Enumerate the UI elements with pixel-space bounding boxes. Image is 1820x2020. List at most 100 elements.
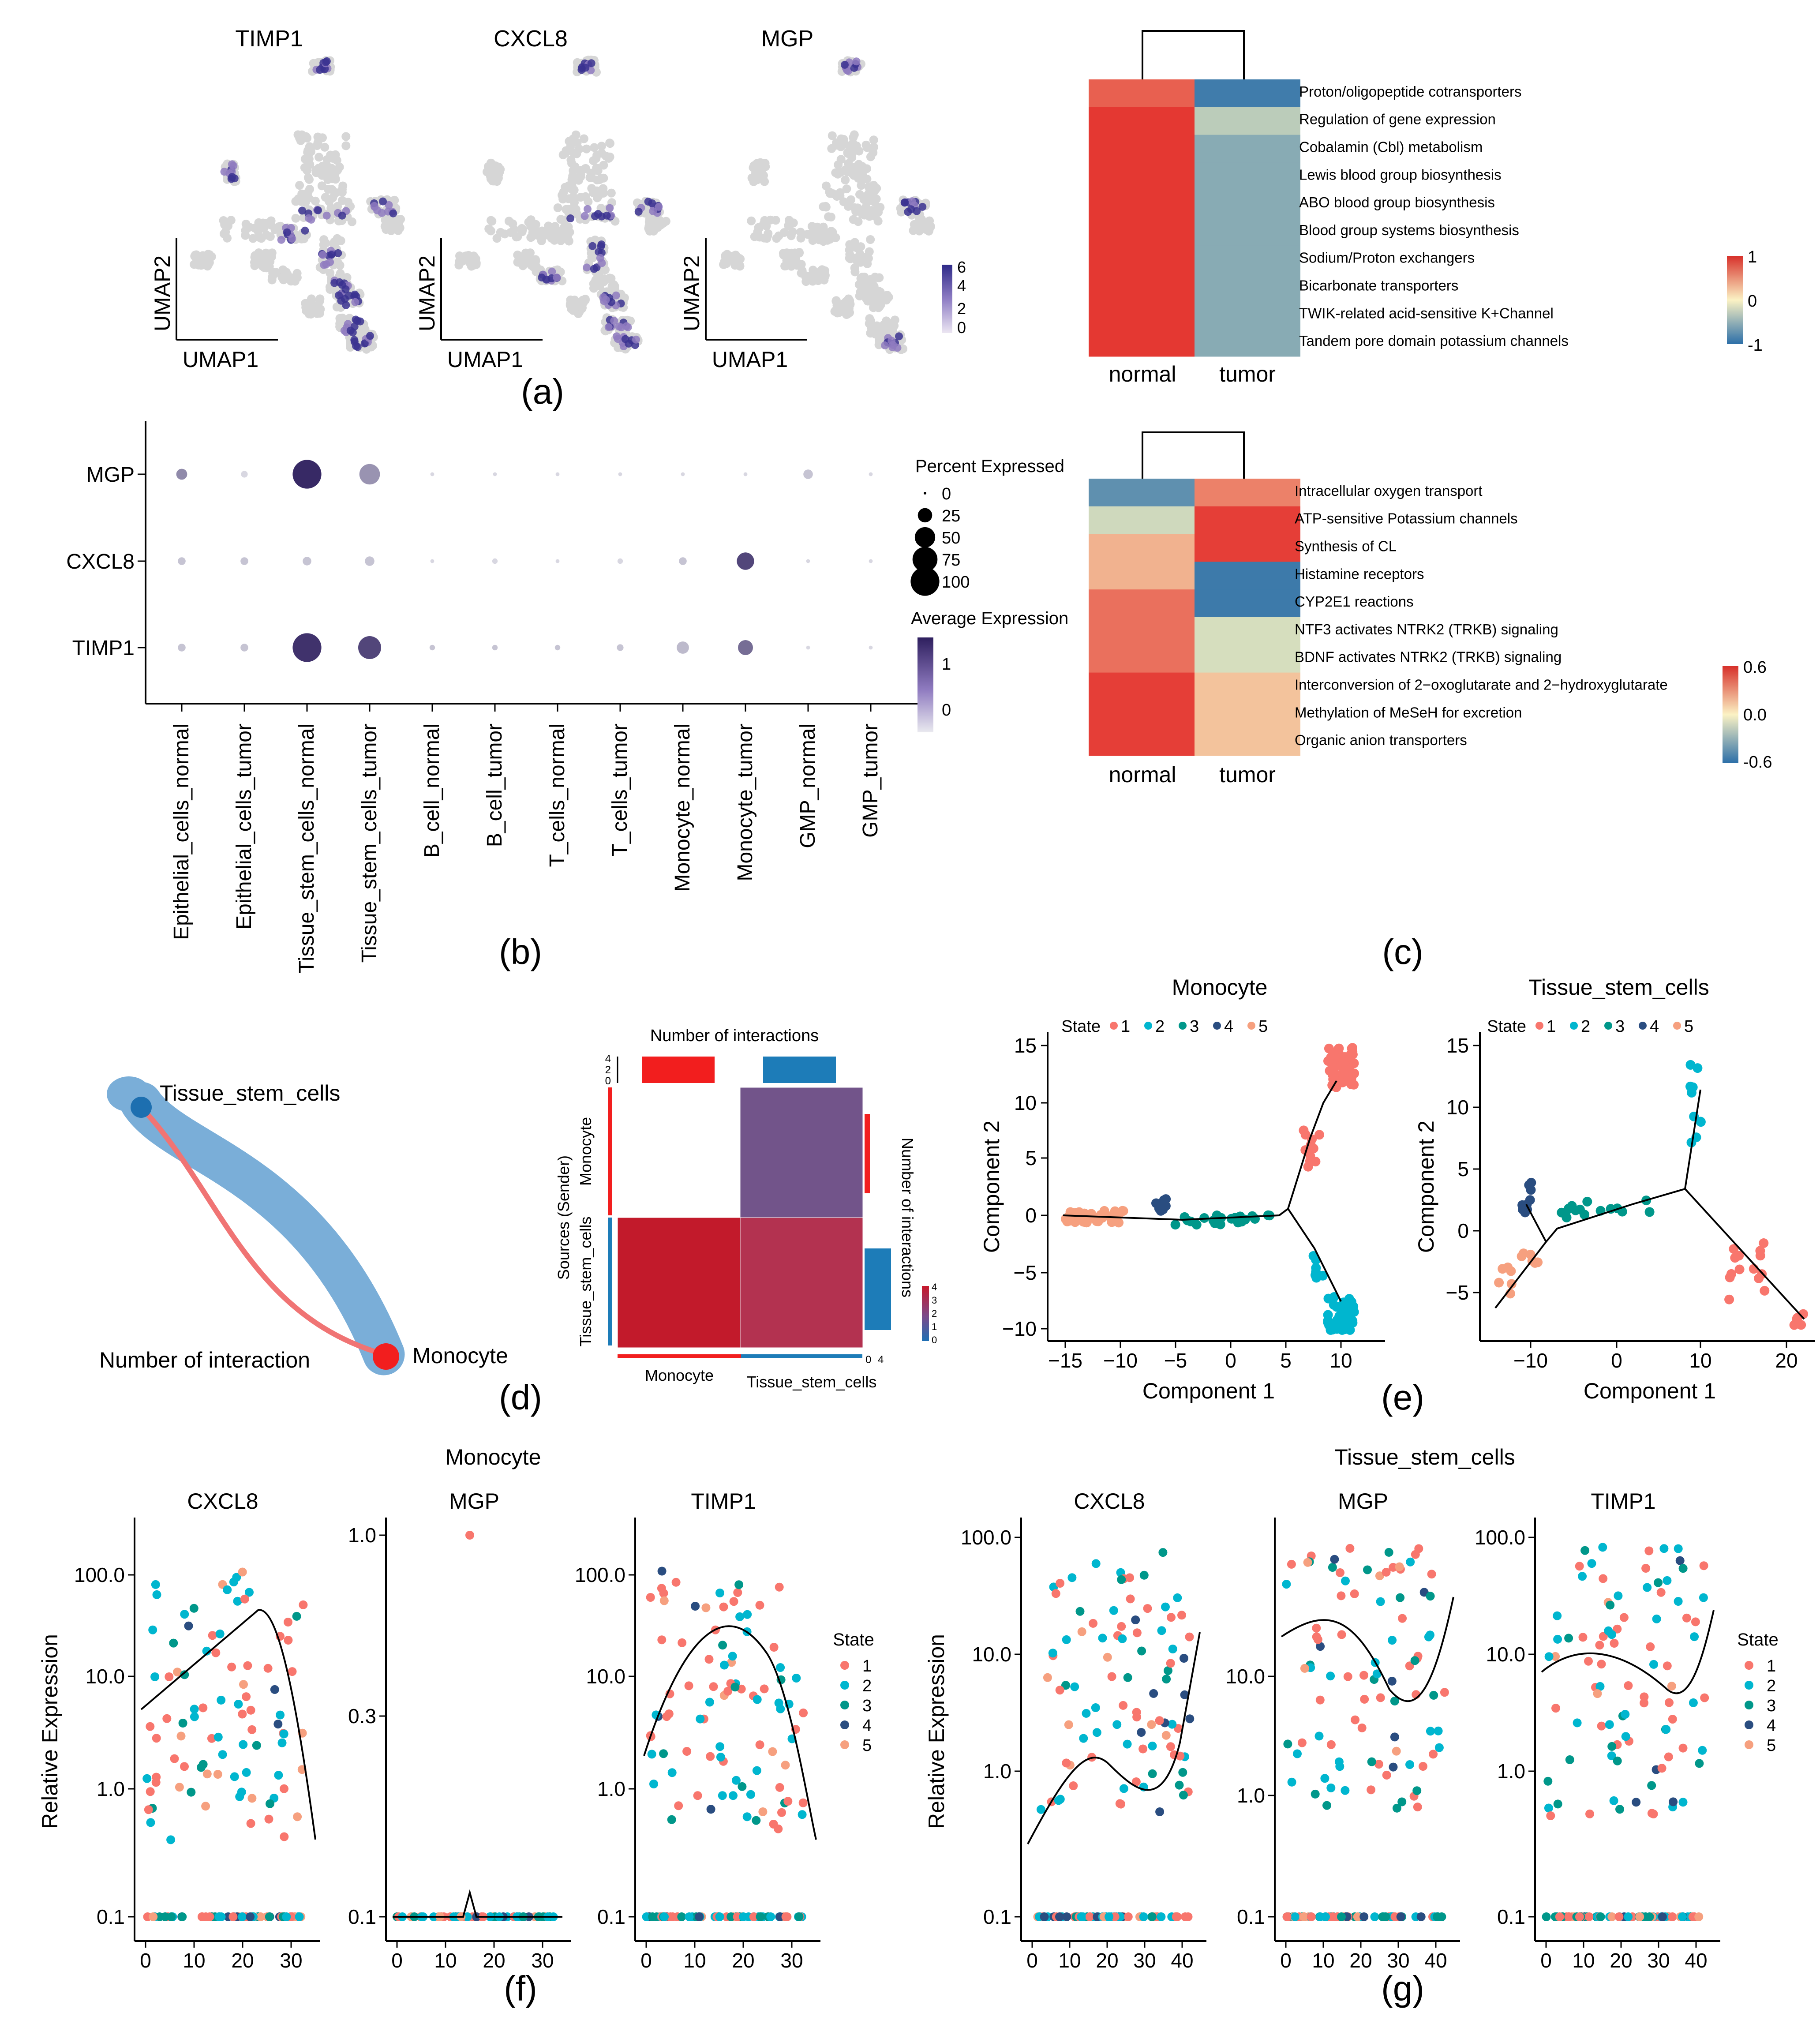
pseudotime-point — [776, 1704, 785, 1713]
tick-label: 0 — [1026, 1949, 1038, 1972]
tick-label: 1.0 — [97, 1777, 125, 1800]
pseudotime-point — [1350, 1589, 1359, 1598]
heatmap-row-label: Sodium/Proton exchangers — [1299, 250, 1475, 266]
pseudotime-point — [256, 1912, 265, 1921]
pseudotime-point — [1389, 1563, 1398, 1572]
umap-cell-expressing — [352, 342, 360, 350]
umap-cell — [560, 215, 569, 225]
umap-cell-expressing — [314, 206, 322, 214]
interaction-heatmap: Number of interactions 4 2 0 Monocyte Ti… — [554, 1027, 937, 1391]
umap-cell — [337, 187, 347, 197]
pseudotime-point — [1641, 1564, 1651, 1573]
tick-label: 0 — [1540, 1949, 1552, 1972]
pseudotime-point — [1691, 1617, 1700, 1626]
pseudotime-point — [798, 1798, 808, 1807]
pseudotime-gene-title: TIMP1 — [691, 1489, 756, 1514]
umap-cell — [517, 227, 527, 236]
pseudotime-point — [1659, 1544, 1669, 1553]
pseudotime-point — [1669, 1797, 1678, 1806]
pseudotime-point — [729, 1597, 738, 1606]
panel-label-g: (g) — [1381, 1969, 1424, 2008]
umap-cell — [257, 234, 266, 243]
interaction-col-label: Monocyte — [645, 1366, 714, 1384]
umap-cell — [496, 228, 505, 237]
pseudotime-point — [242, 1768, 251, 1777]
heatmap-top: normal tumor Proton/oligopeptide cotrans… — [1089, 30, 1763, 386]
trajectory-point — [1170, 1220, 1180, 1230]
umap-cell — [464, 251, 473, 260]
trajectory-point — [1337, 1323, 1348, 1333]
dotplot-dot — [806, 645, 810, 650]
pseudotime-point — [727, 1912, 736, 1921]
heatmap-cell — [1089, 700, 1195, 728]
trajectory-point — [1562, 1213, 1572, 1222]
state-legend-label: 3 — [862, 1697, 872, 1715]
pseudotime-point — [781, 1912, 790, 1921]
tick-label: 100.0 — [1475, 1526, 1525, 1549]
umap-TIMP1: TIMP1 UMAP1 UMAP2 — [150, 26, 405, 372]
pseudotime-point — [1335, 1762, 1344, 1771]
dotplot-dot — [743, 472, 748, 476]
trajectory-point — [1524, 1180, 1534, 1190]
umap-cell-expressing — [841, 60, 849, 69]
umap-cell-expressing — [326, 258, 334, 266]
pseudotime-point — [728, 1652, 737, 1661]
pseudotime-point — [1132, 1628, 1142, 1638]
pseudotime-point — [1291, 1912, 1299, 1921]
trajectory-point — [1314, 1130, 1324, 1140]
umap-cell — [381, 215, 390, 225]
trajectory-ylabel: Component 2 — [979, 1121, 1004, 1253]
pseudotime-point — [235, 1792, 244, 1801]
pseudotime-point — [1598, 1543, 1607, 1552]
pseudotime-point — [1410, 1656, 1419, 1665]
pseudotime-point — [1359, 1912, 1369, 1921]
pseudotime-point — [1311, 1789, 1320, 1799]
heatmap-top-col: normal — [1109, 362, 1176, 386]
pseudotime-point — [202, 1769, 212, 1779]
pseudotime-point — [1413, 1803, 1422, 1812]
pseudotime-fit-curve — [1027, 1632, 1201, 1844]
trajectory-point — [1725, 1272, 1735, 1282]
umap-cell-expressing — [583, 263, 591, 272]
umap-cell-expressing — [617, 323, 625, 332]
umap-CXCL8: CXCL8 UMAP1 UMAP2 — [415, 26, 670, 372]
heatmap-cell — [1195, 589, 1300, 618]
pseudotime-point — [146, 1722, 155, 1731]
umap-cell — [471, 254, 480, 263]
pseudotime-point — [175, 1783, 184, 1792]
pseudotime-point — [1367, 1757, 1376, 1766]
pseudotime-point — [1055, 1912, 1064, 1921]
pseudotime-point — [1416, 1912, 1426, 1921]
pseudotime-gene-title: CXCL8 — [187, 1489, 258, 1514]
dotplot-size-label: 75 — [942, 551, 960, 570]
pseudotime-point — [1168, 1645, 1177, 1653]
pseudotime-point — [1607, 1630, 1616, 1639]
pseudotime-point — [1675, 1556, 1685, 1565]
pseudotime-point — [734, 1580, 744, 1589]
pseudotime-point — [758, 1807, 768, 1816]
umap-cell — [487, 216, 495, 225]
pseudotime-point — [1131, 1615, 1140, 1624]
pseudotime-point — [1119, 1701, 1128, 1710]
umap-cell-expressing — [908, 197, 916, 206]
umap-cell — [541, 230, 550, 240]
dotplot-group-label: B_cell_normal — [420, 723, 444, 858]
umap-cell — [320, 142, 330, 152]
umap-cell-expressing — [288, 235, 296, 243]
pseudotime-point — [1312, 1623, 1321, 1633]
state-legend-dot — [1745, 1661, 1753, 1670]
pseudotime-point — [165, 1672, 174, 1681]
umap-cell — [605, 139, 614, 148]
pseudotime-point — [775, 1783, 784, 1792]
pseudotime-point — [1337, 1912, 1346, 1921]
dotplot-size-dot — [924, 492, 926, 495]
dotplot-dot — [430, 472, 434, 476]
umap-cell — [305, 175, 314, 184]
pseudotime-point — [1375, 1571, 1384, 1581]
pseudotime-point — [775, 1582, 784, 1592]
pseudotime-point — [1085, 1912, 1094, 1921]
heatmap-cell — [1089, 728, 1195, 756]
umap-cell — [319, 240, 328, 249]
umap-cell — [758, 163, 768, 172]
